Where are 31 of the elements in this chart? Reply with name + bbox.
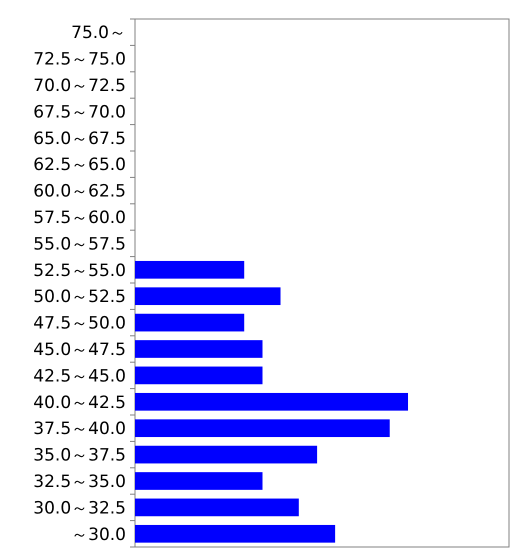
y-tick-label: 60.0～62.5 bbox=[33, 182, 126, 202]
bar bbox=[135, 524, 336, 543]
y-tick-label: 65.0～67.5 bbox=[33, 128, 126, 149]
y-tick-label: 42.5～45.0 bbox=[33, 366, 126, 386]
bar bbox=[135, 314, 244, 332]
bar bbox=[135, 392, 408, 411]
y-tick-label: 30.0～32.5 bbox=[33, 498, 126, 518]
y-tick-label: 55.0～57.5 bbox=[33, 234, 126, 254]
bar bbox=[135, 260, 244, 279]
y-tick-label: 37.5～40.0 bbox=[33, 419, 126, 440]
bar bbox=[135, 287, 281, 306]
y-tick-label: 62.5～65.0 bbox=[33, 155, 126, 176]
y-tick-label: 70.0～72.5 bbox=[33, 76, 126, 96]
y-tick-label: 45.0～47.5 bbox=[33, 340, 126, 360]
y-tick-label: 35.0～37.5 bbox=[33, 446, 126, 466]
y-tick-label: 32.5～35.0 bbox=[33, 472, 126, 492]
bar bbox=[135, 366, 262, 384]
y-tick-label: 57.5～60.0 bbox=[33, 208, 126, 228]
y-tick-label: 72.5～75.0 bbox=[33, 50, 126, 70]
y-tick-label: 75.0～ bbox=[71, 23, 126, 44]
y-tick-label: 47.5～50.0 bbox=[33, 314, 126, 334]
bar bbox=[135, 340, 262, 358]
y-tick-label: 52.5～55.0 bbox=[33, 260, 126, 281]
bar bbox=[135, 419, 390, 438]
y-tick-label: 67.5～70.0 bbox=[33, 102, 126, 122]
y-tick-label: 50.0～52.5 bbox=[33, 287, 126, 308]
bar bbox=[135, 498, 299, 516]
bar bbox=[135, 472, 262, 490]
y-tick-label: 40.0～42.5 bbox=[33, 392, 126, 413]
y-tick-label: ～30.0 bbox=[71, 524, 126, 545]
bar bbox=[135, 446, 318, 464]
